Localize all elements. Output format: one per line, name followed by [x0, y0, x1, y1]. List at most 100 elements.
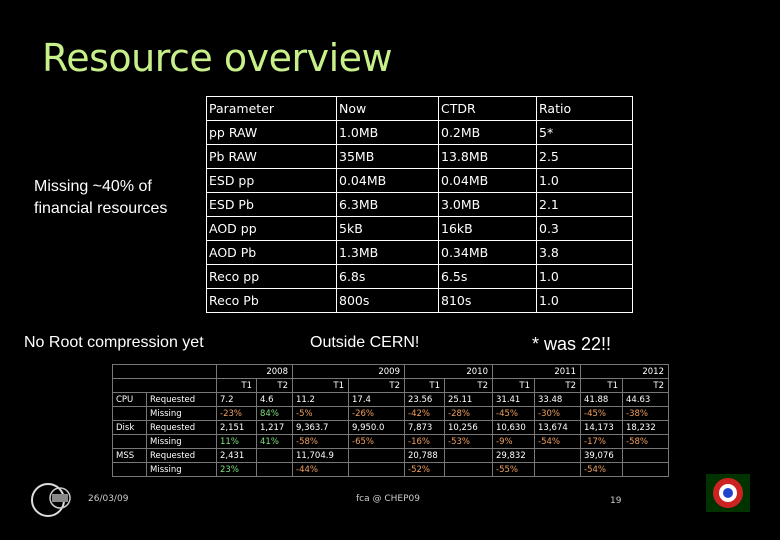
resource-value-cell: 11.2: [292, 392, 349, 407]
resource-value-cell: -54%: [534, 434, 581, 449]
resource-row: Missing 23% -44% -52% -55% -54%: [112, 462, 669, 477]
resource-value-cell: [444, 448, 493, 463]
resource-value-cell: [348, 462, 405, 477]
resource-value-cell: [256, 448, 293, 463]
slide-title: Resource overview: [42, 36, 393, 80]
resource-value-cell: -58%: [622, 434, 669, 449]
side-note: Missing ~40% of financial resources: [34, 178, 168, 217]
resource-value-cell: -26%: [348, 406, 405, 421]
resource-value-cell: 1,217: [256, 420, 293, 435]
year-header-row: 2008 2009 2010 2011 2012: [112, 364, 669, 379]
param-cell: 810s: [438, 288, 537, 313]
resource-value-cell: 7.2: [216, 392, 257, 407]
param-cell: 0.2MB: [438, 120, 537, 145]
resource-value-cell: -17%: [580, 434, 623, 449]
callout-was-22: * was 22!!: [532, 334, 612, 354]
tier-header-cell: T1: [492, 378, 535, 393]
param-table-row: AOD pp 5kB 16kB 0.3: [206, 216, 633, 241]
resource-value-cell: [256, 462, 293, 477]
tier-header-cell: T2: [348, 378, 405, 393]
param-cell: pp RAW: [206, 120, 337, 145]
param-cell: AOD pp: [206, 216, 337, 241]
resource-value-cell: [534, 448, 581, 463]
resource-value-cell: 33.48: [534, 392, 581, 407]
resource-value-cell: [444, 462, 493, 477]
param-table-header: Parameter Now CTDR Ratio: [206, 96, 633, 121]
resource-value-cell: -5%: [292, 406, 349, 421]
tier-header-cell: T1: [404, 378, 445, 393]
param-table-row: pp RAW 1.0MB 0.2MB 5*: [206, 120, 633, 145]
param-cell: 5*: [536, 120, 633, 145]
resource-row: MSS Requested 2,431 11,704.9 20,788 29,832 39,…: [112, 448, 669, 463]
resource-value-cell: [534, 462, 581, 477]
year-header-cell: 2012: [580, 364, 669, 379]
param-cell: Reco Pb: [206, 288, 337, 313]
footer-author: fca @ CHEP09: [356, 494, 420, 504]
resource-row: CPU Requested 7.2 4.6 11.2 17.4 23.56 25.11 31.4…: [112, 392, 669, 407]
callout-outside-cern: Outside CERN!: [310, 334, 420, 351]
param-table-row: Pb RAW 35MB 13.8MB 2.5: [206, 144, 633, 169]
resource-value-cell: -16%: [404, 434, 445, 449]
param-cell: 6.8s: [336, 264, 439, 289]
resource-value-cell: 31.41: [492, 392, 535, 407]
resource-value-cell: 9,363.7: [292, 420, 349, 435]
resource-value-cell: -58%: [292, 434, 349, 449]
resource-value-cell: 2,151: [216, 420, 257, 435]
param-header-cell: CTDR: [438, 96, 537, 121]
tier-header-cell: T1: [580, 378, 623, 393]
resource-table: 2008 2009 2010 2011 2012 T1 T2 T1 T2 T1 T2 T1 T2 T1 T2…: [112, 364, 669, 477]
param-table-row: Reco Pb 800s 810s 1.0: [206, 288, 633, 313]
resource-value-cell: -44%: [292, 462, 349, 477]
param-cell: 1.3MB: [336, 240, 439, 265]
param-cell: 3.0MB: [438, 192, 537, 217]
param-table-row: Reco pp 6.8s 6.5s 1.0: [206, 264, 633, 289]
param-cell: 0.04MB: [438, 168, 537, 193]
resource-value-cell: 25.11: [444, 392, 493, 407]
resource-value-cell: 14,173: [580, 420, 623, 435]
resource-value-cell: -28%: [444, 406, 493, 421]
param-header-cell: Now: [336, 96, 439, 121]
resource-value-cell: -23%: [216, 406, 257, 421]
resource-value-cell: -38%: [622, 406, 669, 421]
resource-value-cell: 10,256: [444, 420, 493, 435]
param-cell: ESD Pb: [206, 192, 337, 217]
resource-value-cell: [622, 448, 669, 463]
resource-value-cell: -53%: [444, 434, 493, 449]
parameter-table: Parameter Now CTDR Ratio pp RAW 1.0MB 0.2MB 5* P…: [206, 96, 633, 313]
param-cell: 800s: [336, 288, 439, 313]
param-cell: 13.8MB: [438, 144, 537, 169]
param-cell: 1.0MB: [336, 120, 439, 145]
param-cell: 2.1: [536, 192, 633, 217]
tier-header-cell: T2: [622, 378, 669, 393]
resource-value-cell: -45%: [492, 406, 535, 421]
resource-value-cell: 11%: [216, 434, 257, 449]
resource-label-cell: Missing: [146, 434, 217, 449]
param-table-row: AOD Pb 1.3MB 0.34MB 3.8: [206, 240, 633, 265]
year-header-cell: 2008: [216, 364, 293, 379]
resource-value-cell: 4.6: [256, 392, 293, 407]
resource-value-cell: 20,788: [404, 448, 445, 463]
footer-date: 26/03/09: [88, 494, 129, 504]
resource-group-cell: [112, 406, 147, 421]
resource-value-cell: -55%: [492, 462, 535, 477]
resource-value-cell: -65%: [348, 434, 405, 449]
resource-value-cell: 11,704.9: [292, 448, 349, 463]
param-cell: 0.34MB: [438, 240, 537, 265]
param-cell: 1.0: [536, 288, 633, 313]
param-cell: 35MB: [336, 144, 439, 169]
resource-value-cell: 17.4: [348, 392, 405, 407]
footer-page-number: 19: [610, 496, 622, 506]
param-cell: 3.8: [536, 240, 633, 265]
resource-value-cell: 23.56: [404, 392, 445, 407]
param-header-cell: Ratio: [536, 96, 633, 121]
tier-header-cell: T2: [256, 378, 293, 393]
tier-header-cell: T2: [534, 378, 581, 393]
param-cell: 6.5s: [438, 264, 537, 289]
year-header-cell: 2011: [492, 364, 581, 379]
resource-value-cell: -42%: [404, 406, 445, 421]
resource-label-cell: Requested: [146, 420, 217, 435]
tier-header-cell: T1: [216, 378, 257, 393]
param-cell: Reco pp: [206, 264, 337, 289]
tier-header-row: T1 T2 T1 T2 T1 T2 T1 T2 T1 T2: [112, 378, 669, 393]
resource-value-cell: 44.63: [622, 392, 669, 407]
